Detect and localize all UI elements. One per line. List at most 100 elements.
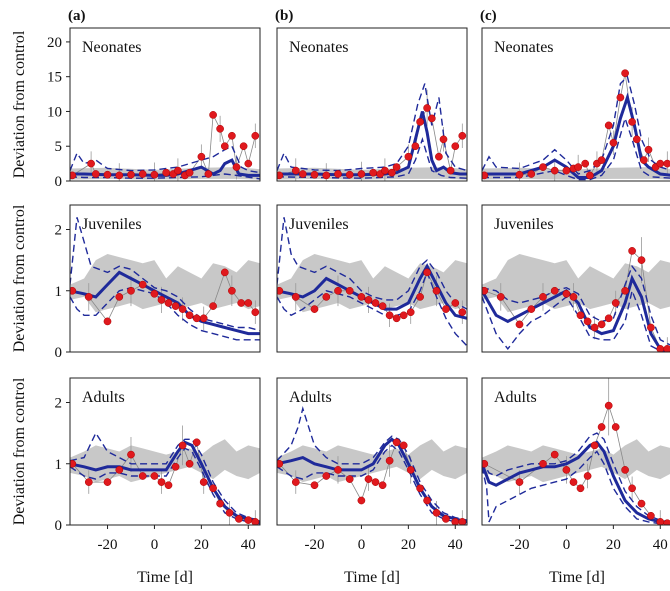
data-point (127, 170, 135, 179)
data-point (446, 166, 455, 175)
x-tick-label: 20 (606, 537, 621, 553)
data-point (157, 478, 166, 486)
data-point (385, 311, 394, 320)
panel-frame (276, 27, 468, 182)
data-point (597, 156, 606, 164)
x-tick-label: 20 (401, 537, 416, 553)
data-point (451, 518, 460, 525)
data-point (357, 496, 366, 505)
data-point (416, 293, 424, 301)
data-point (310, 481, 319, 490)
data-point (663, 345, 670, 352)
data-point (298, 170, 307, 178)
data-point (621, 69, 629, 78)
panel-frame (69, 377, 261, 526)
data-point (115, 293, 124, 301)
model-line (277, 437, 467, 524)
data-point (84, 293, 93, 301)
model-upper-line (482, 432, 670, 523)
data-point (527, 305, 536, 313)
data-point (228, 131, 236, 140)
data-point (239, 142, 248, 151)
data-point (392, 438, 401, 447)
y-tick-label: 0 (55, 518, 63, 534)
y-tick-label: 0 (55, 345, 63, 361)
data-point (583, 472, 592, 480)
panel-row-label: Adults (494, 389, 537, 406)
data-point (628, 247, 636, 255)
data-point (656, 159, 665, 168)
x-tick-label: 0 (151, 537, 159, 553)
model-lower-line (277, 136, 467, 179)
data-point (235, 515, 243, 523)
control-band (482, 254, 670, 313)
data-point (345, 286, 354, 295)
data-point (574, 163, 583, 171)
panel-b-juveniles: Juveniles (276, 204, 468, 353)
data-point (87, 159, 95, 168)
data-point (162, 168, 171, 177)
data-point (138, 170, 147, 178)
panel-b-adults: Adults -20 0 20 40 (276, 377, 468, 553)
data-point (562, 289, 571, 298)
panel-frame (69, 204, 261, 353)
data-point (621, 466, 629, 474)
data-point (70, 459, 77, 468)
data-point (597, 423, 606, 431)
data-point (310, 170, 319, 179)
data-point (369, 168, 378, 177)
data-point (277, 459, 284, 468)
panel-plot-area (277, 217, 467, 347)
data-point (392, 163, 401, 171)
data-point (590, 441, 599, 450)
data-point (550, 286, 559, 295)
data-point (225, 508, 234, 517)
model-lower-line (482, 116, 670, 181)
data-point (632, 135, 641, 144)
data-point (482, 171, 489, 180)
data-point (482, 286, 489, 295)
data-point (334, 170, 342, 178)
data-point (150, 472, 159, 480)
data-point (527, 170, 536, 178)
data-point (539, 163, 547, 171)
data-point (322, 472, 331, 480)
data-point (458, 518, 467, 525)
panel-b-neonates: Neonates (276, 27, 468, 182)
panel-row-label: Juveniles (82, 216, 142, 233)
data-point (515, 170, 524, 179)
data-point (435, 152, 443, 161)
panel-row-label: Neonates (289, 39, 349, 56)
data-point (388, 168, 396, 177)
data-point (399, 441, 408, 450)
data-point (150, 289, 159, 298)
panel-c-juveniles: Juveniles (481, 204, 670, 353)
panel-c-adults: Adults -20 0 20 40 (481, 377, 670, 553)
data-point (357, 293, 366, 301)
panel-label-c: (c) (480, 8, 497, 24)
data-point (442, 305, 450, 313)
data-point (251, 308, 260, 317)
data-point (91, 170, 100, 178)
data-point (127, 286, 135, 295)
data-point (138, 472, 147, 480)
panel-plot-area (482, 378, 670, 525)
y-tick-label: 1 (55, 284, 63, 300)
panel-row-label: Adults (82, 389, 125, 406)
data-point (371, 299, 380, 307)
x-tick-label: -20 (98, 537, 118, 553)
data-point (115, 466, 124, 474)
y-tick-label: 0 (55, 174, 63, 190)
data-point (185, 311, 194, 320)
data-point (647, 511, 655, 520)
data-point (392, 314, 401, 323)
data-point (371, 478, 380, 486)
data-point (244, 516, 253, 524)
y-tick-label: 2 (55, 223, 63, 239)
data-point (209, 302, 217, 310)
data-point (115, 171, 124, 180)
x-tick-label: -20 (305, 537, 325, 553)
data-point (364, 475, 373, 483)
data-point (640, 156, 648, 164)
data-point (345, 170, 354, 179)
